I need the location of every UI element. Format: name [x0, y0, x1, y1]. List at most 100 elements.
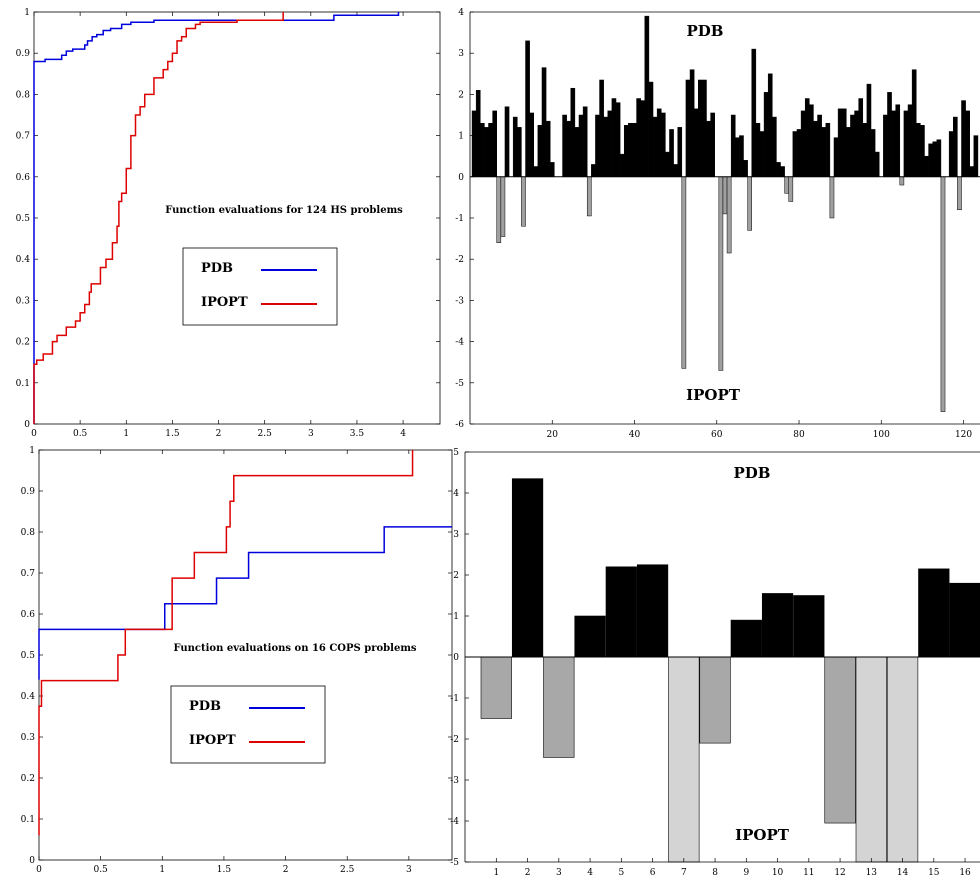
- x-tick-label: 4: [400, 429, 406, 439]
- y-tick-label: 0.2: [21, 774, 35, 784]
- y-tick-label: 5: [453, 448, 459, 458]
- bar: [920, 125, 925, 178]
- y-tick-label: -5: [455, 379, 464, 389]
- legend-label: IPOPT: [201, 295, 248, 310]
- bar: [949, 582, 980, 658]
- bar: [484, 127, 489, 178]
- y-tick-label: 0: [24, 420, 30, 430]
- x-tick-label: 100: [873, 430, 890, 440]
- bar: [759, 131, 765, 178]
- bar: [907, 104, 913, 178]
- bar: [792, 131, 798, 178]
- x-tick-label: 2: [525, 868, 531, 878]
- y-tick-label: 0.8: [16, 90, 31, 100]
- bar: [932, 141, 938, 178]
- y-tick-label: -3: [455, 296, 464, 306]
- series-line-ipopt: [33, 12, 284, 424]
- chart-annotation: Function evaluations for 124 HS problems: [165, 205, 403, 216]
- y-tick-label: 1: [24, 8, 30, 18]
- bar: [652, 116, 658, 178]
- x-tick-label: 9: [743, 868, 749, 878]
- bar: [796, 129, 802, 178]
- y-tick-label: -5: [450, 858, 459, 868]
- bar: [772, 116, 777, 178]
- bar: [813, 120, 818, 178]
- bar: [722, 176, 728, 215]
- x-tick-label: 1: [493, 868, 499, 878]
- bar: [899, 176, 905, 186]
- y-tick-label: -2: [450, 735, 459, 745]
- x-tick-label: 7: [681, 868, 687, 878]
- bar: [636, 98, 641, 178]
- bar: [521, 176, 526, 227]
- bar: [761, 593, 794, 658]
- bar: [755, 122, 761, 178]
- bar: [957, 176, 962, 211]
- bar: [874, 151, 880, 178]
- y-tick-label: 0.3: [21, 733, 36, 743]
- y-tick-label: 3: [458, 49, 464, 59]
- bar: [887, 92, 892, 178]
- bar: [656, 108, 662, 178]
- y-tick-label: 0.5: [21, 651, 36, 661]
- y-tick-label: 0.7: [21, 569, 36, 579]
- bar: [480, 122, 485, 178]
- bar: [895, 104, 901, 178]
- x-tick-label: 5: [618, 868, 624, 878]
- bar: [685, 79, 691, 178]
- bar: [788, 176, 794, 202]
- bar: [693, 108, 699, 178]
- bar: [821, 127, 827, 178]
- y-tick-label: 0.9: [16, 49, 31, 59]
- bar: [743, 160, 748, 178]
- x-tick-label: 3: [556, 868, 562, 878]
- bar: [562, 114, 567, 178]
- y-tick-label: 0.3: [16, 296, 31, 306]
- bar: [661, 112, 666, 178]
- bar: [500, 176, 506, 237]
- y-tick-label: -1: [450, 694, 459, 704]
- bar: [541, 67, 547, 178]
- bar: [784, 176, 789, 194]
- y-tick-label: 0.6: [21, 610, 36, 620]
- bar: [648, 81, 654, 178]
- bar: [566, 120, 572, 178]
- bar: [668, 656, 700, 863]
- x-tick-label: 8: [712, 868, 718, 878]
- bar: [891, 110, 896, 178]
- y-tick-label: 0.4: [16, 255, 31, 265]
- bar: [767, 73, 773, 178]
- bar: [961, 100, 966, 178]
- y-tick-label: 0.2: [16, 338, 30, 348]
- bar: [611, 98, 617, 178]
- bar: [578, 114, 584, 178]
- bar: [710, 112, 715, 178]
- y-tick-label: -4: [455, 338, 464, 348]
- bar: [475, 90, 481, 178]
- bar: [883, 114, 888, 178]
- x-tick-label: 10: [772, 868, 784, 878]
- y-tick-label: 1: [29, 446, 35, 456]
- bar: [591, 164, 596, 178]
- y-tick-label: -1: [455, 214, 464, 224]
- y-tick-label: -4: [450, 817, 459, 827]
- x-tick-label: 11: [803, 868, 814, 878]
- bar: [665, 151, 670, 178]
- bar: [623, 125, 629, 178]
- bar: [837, 108, 843, 178]
- x-tick-label: 1.5: [165, 429, 180, 439]
- y-tick-label: 0: [453, 653, 459, 663]
- bar: [669, 129, 674, 178]
- bar: [681, 176, 687, 369]
- bar: [924, 155, 929, 178]
- x-tick-label: 40: [629, 430, 641, 440]
- bar: [866, 83, 872, 178]
- bar: [886, 656, 919, 863]
- bar: [862, 122, 868, 178]
- x-tick-label: 20: [547, 430, 559, 440]
- y-tick-label: 4: [458, 8, 464, 18]
- bar: [517, 127, 522, 178]
- y-tick-label: -2: [455, 255, 464, 265]
- y-tick-label: 2: [458, 90, 464, 100]
